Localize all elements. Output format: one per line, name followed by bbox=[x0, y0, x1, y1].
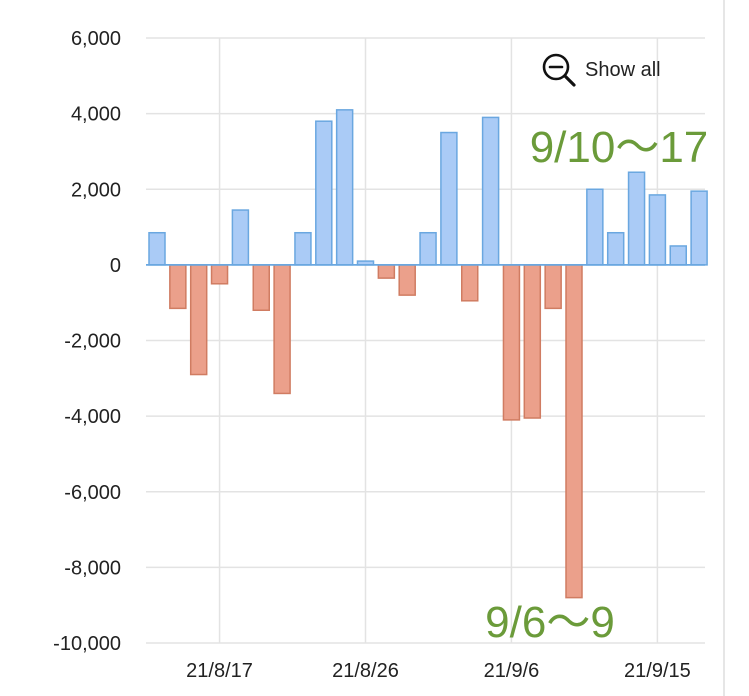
bar bbox=[273, 264, 291, 395]
bar bbox=[648, 194, 667, 266]
show-all-label: Show all bbox=[585, 58, 661, 81]
bar bbox=[586, 188, 604, 266]
bar bbox=[231, 209, 250, 266]
y-tick-label: 4,000 bbox=[71, 104, 121, 126]
chart-annotation: 9/6〜9 bbox=[485, 598, 615, 647]
bar bbox=[169, 264, 187, 310]
bar bbox=[502, 264, 521, 421]
bar bbox=[565, 264, 583, 599]
y-tick-label: 6,000 bbox=[71, 28, 121, 50]
panel-edge-divider bbox=[723, 0, 725, 696]
bar bbox=[627, 171, 646, 266]
y-tick-label: -4,000 bbox=[64, 406, 121, 428]
bar bbox=[398, 264, 416, 296]
x-tick-label: 21/8/17 bbox=[186, 660, 253, 682]
bar bbox=[481, 116, 500, 266]
x-tick-label: 21/8/26 bbox=[332, 660, 399, 682]
bar bbox=[210, 264, 229, 285]
y-tick-label: -2,000 bbox=[64, 331, 121, 353]
bar bbox=[461, 264, 479, 302]
bar bbox=[252, 264, 270, 311]
bar bbox=[606, 231, 625, 266]
x-tick-label: 21/9/6 bbox=[484, 660, 540, 682]
y-tick-label: 2,000 bbox=[71, 179, 121, 201]
show-all-button[interactable]: Show all bbox=[541, 52, 661, 88]
chart-annotation: 9/10〜17 bbox=[530, 123, 709, 172]
y-tick-label: -8,000 bbox=[64, 557, 121, 579]
y-tick-label: 0 bbox=[110, 255, 121, 277]
bar bbox=[148, 231, 166, 266]
bar bbox=[315, 120, 333, 266]
x-tick-label: 21/9/15 bbox=[624, 660, 691, 682]
y-tick-label: -10,000 bbox=[53, 633, 121, 655]
bar bbox=[544, 264, 562, 310]
bar bbox=[669, 245, 687, 266]
bar bbox=[523, 264, 542, 419]
bar bbox=[419, 231, 437, 266]
bar bbox=[189, 264, 208, 376]
bar bbox=[440, 131, 458, 266]
bar bbox=[690, 190, 708, 266]
bar bbox=[335, 109, 354, 266]
bar bbox=[377, 264, 396, 279]
bar bbox=[294, 231, 312, 266]
zoom-out-icon bbox=[541, 52, 577, 88]
y-tick-label: -6,000 bbox=[64, 482, 121, 504]
